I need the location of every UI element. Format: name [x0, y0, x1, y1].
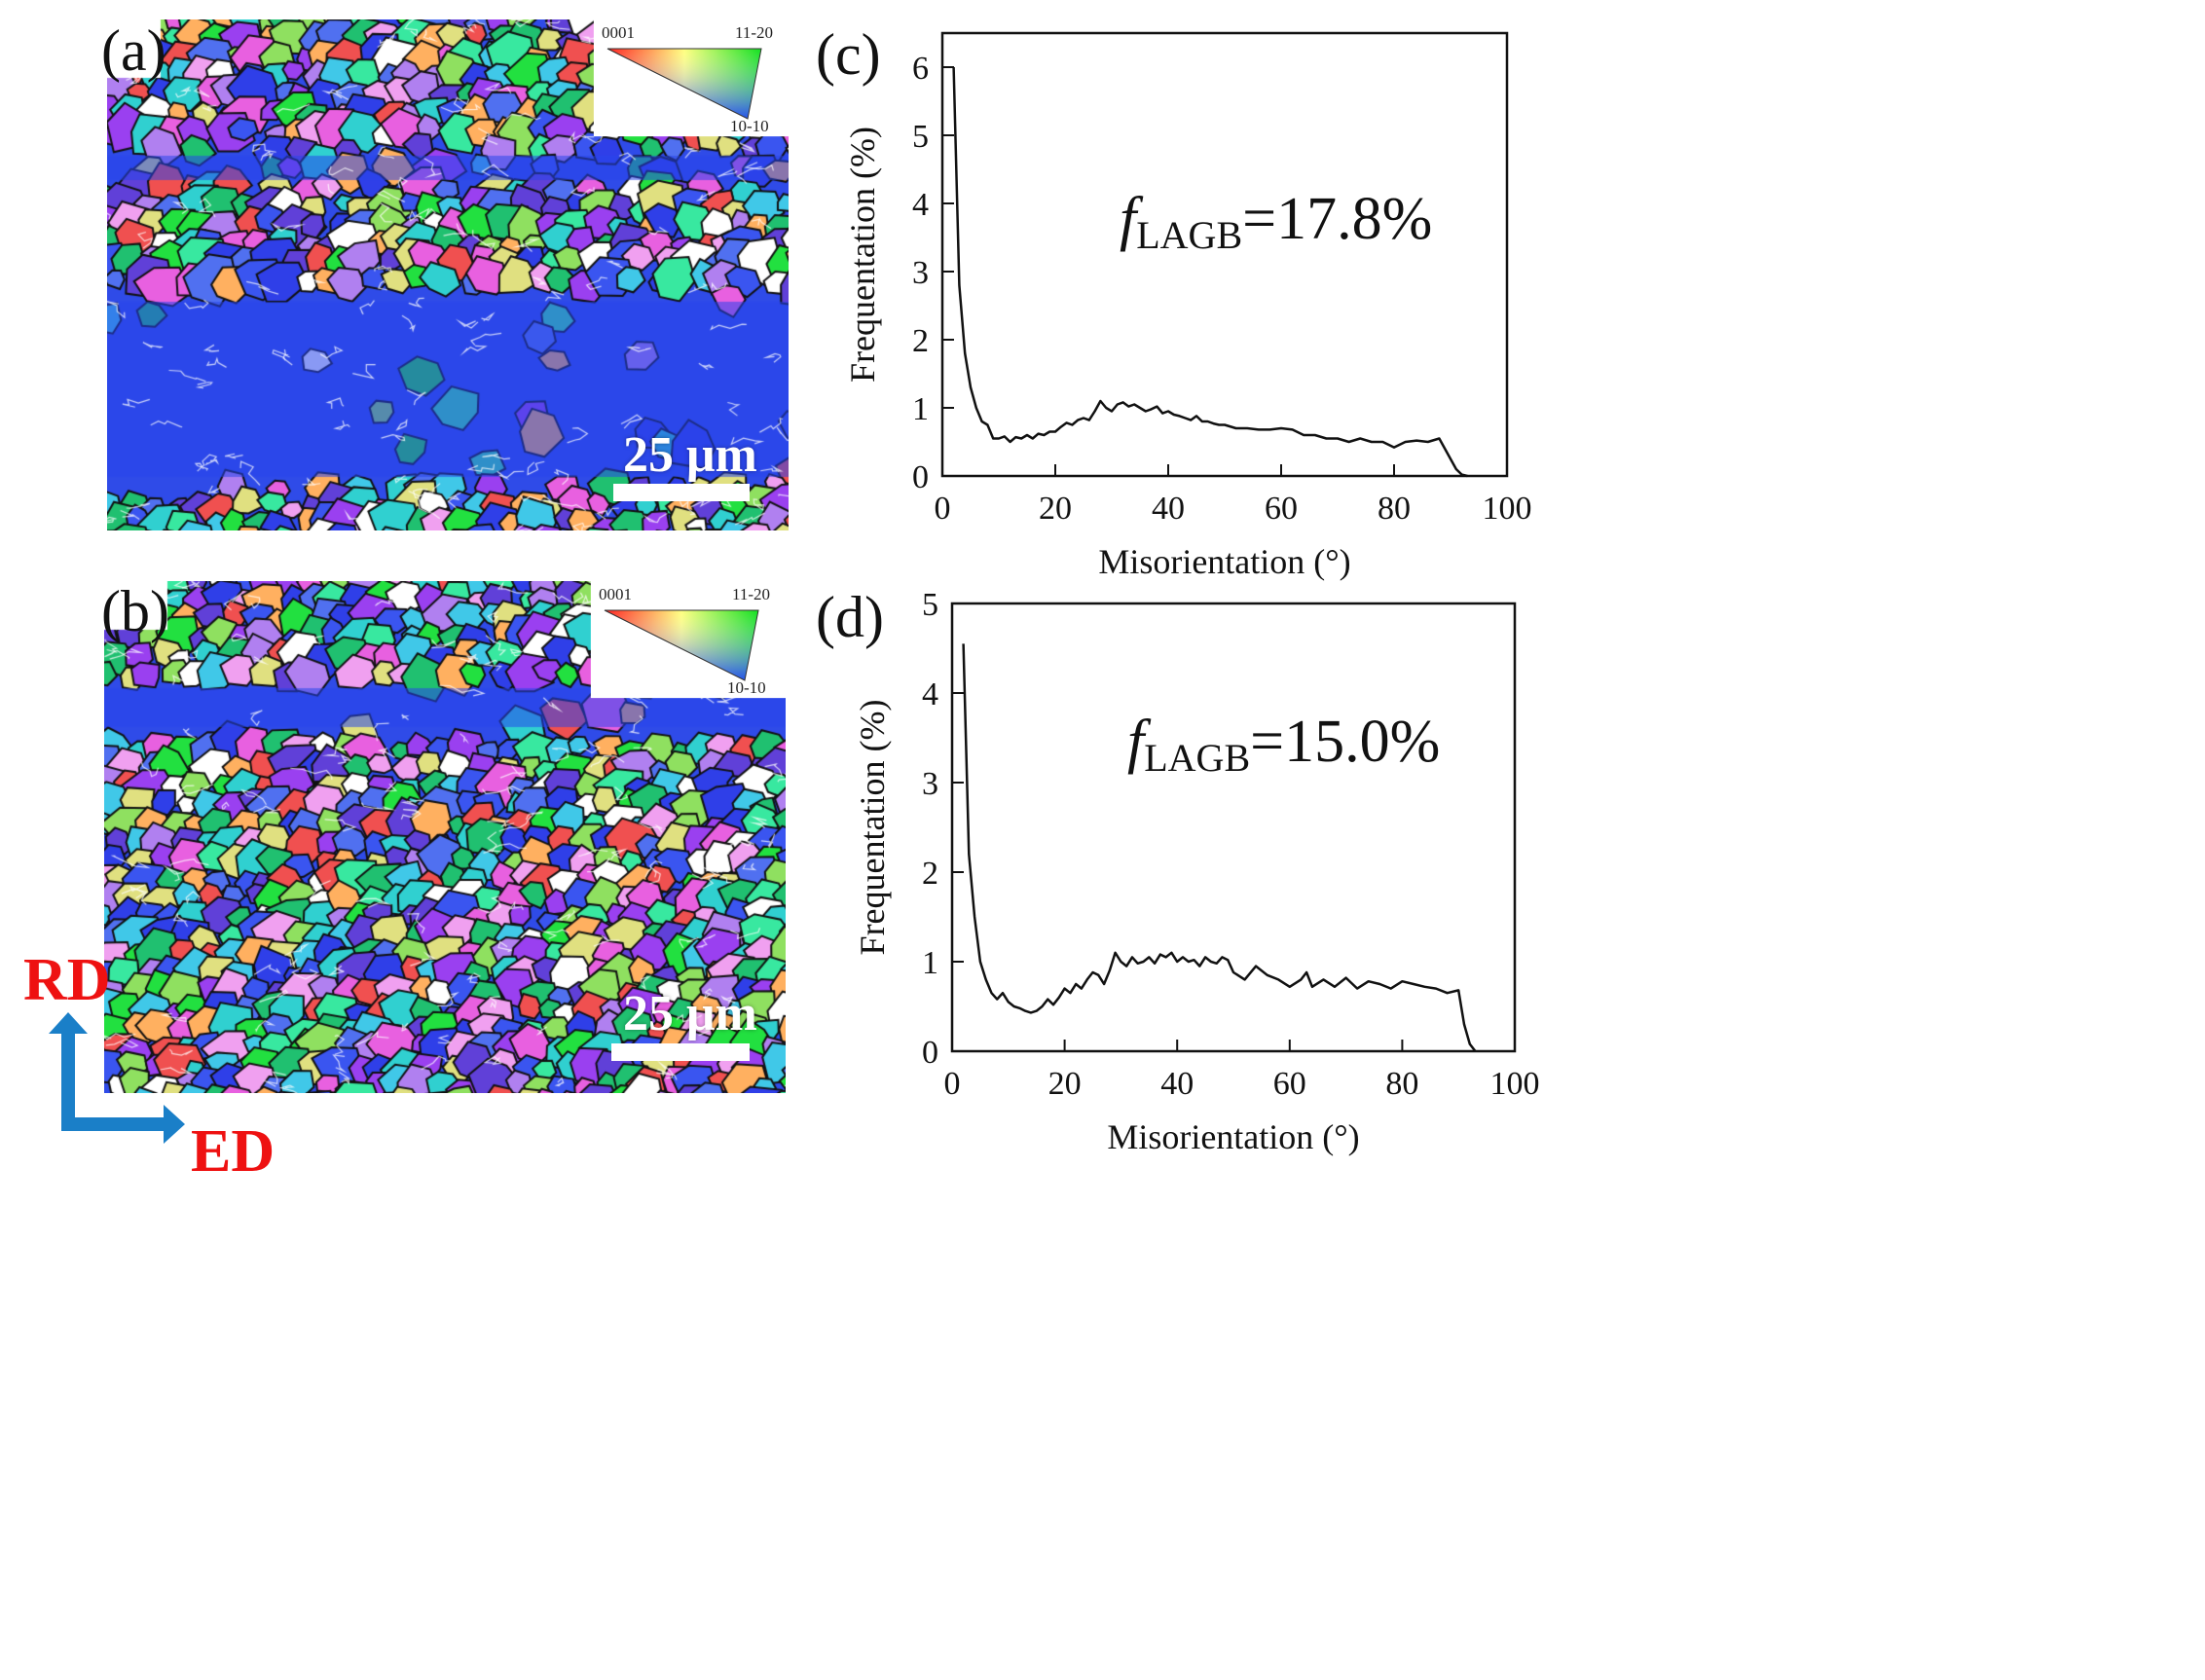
scalebar-a	[613, 484, 750, 501]
ipf-label-11-20: 11-20	[732, 585, 771, 603]
panel-label-b: (b)	[101, 579, 169, 643]
plot-frame	[950, 602, 1517, 1053]
y-tick-label: 0	[922, 1035, 938, 1071]
ipf-triangle-b	[604, 609, 759, 681]
x-tick-label: 40	[1160, 1066, 1194, 1102]
panel-label-a: (a)	[101, 18, 166, 83]
x-tick-label: 60	[1265, 491, 1298, 527]
y-tick-label: 5	[912, 119, 929, 155]
ipf-label-0001: 0001	[599, 585, 632, 603]
scalebar-label-b: 25 μm	[623, 986, 757, 1041]
y-tick-label: 4	[922, 676, 938, 712]
rd-arrow-icon	[49, 1012, 88, 1131]
x-axis-label: Misorientation (°)	[1098, 542, 1350, 581]
chart-c: 0 20 40 60 80 100 0 1 2 3 4 5 6 Misorientation (°) Fre…	[808, 19, 2190, 584]
y-axis-label: Frequentation (%)	[843, 127, 882, 383]
ipf-label-11-20: 11-20	[735, 23, 774, 42]
lagb-fraction-annotation: fLAGB=15.0%	[1127, 709, 1440, 780]
panel-label-d: (d)	[816, 585, 884, 649]
x-tick-label: 0	[944, 1066, 961, 1102]
direction-arrows	[49, 1012, 185, 1144]
x-tick-label: 80	[1385, 1066, 1418, 1102]
ipf-triangle-a	[606, 48, 762, 120]
panel-label-c: (c)	[816, 22, 881, 87]
x-tick-label: 100	[1490, 1066, 1540, 1102]
scalebar-label-a: 25 μm	[623, 427, 757, 483]
x-tick-label: 60	[1273, 1066, 1306, 1102]
plot-frame	[940, 31, 1509, 478]
y-tick-label: 6	[912, 51, 929, 87]
ipf-label-10-10: 10-10	[727, 678, 766, 697]
y-tick-label: 3	[922, 766, 938, 802]
x-tick-label: 0	[935, 491, 951, 527]
x-tick-label: 20	[1039, 491, 1072, 527]
ed-label: ED	[191, 1118, 276, 1185]
x-axis-label: Misorientation (°)	[1107, 1117, 1359, 1156]
ipf-color-key-a: 0001 11-20 10-10	[594, 19, 789, 136]
y-tick-label: 3	[912, 255, 929, 291]
y-tick-label: 2	[912, 323, 929, 359]
y-tick-label: 2	[922, 856, 938, 892]
chart-d: 0 20 40 60 80 100 0 1 2 3 4 5 Misorientation (°) Freq…	[808, 584, 2190, 1158]
ipf-label-10-10: 10-10	[730, 117, 769, 135]
ipf-color-key-b: 0001 11-20 10-10	[591, 581, 786, 698]
lagb-fraction-annotation: fLAGB=17.8%	[1120, 186, 1432, 257]
y-tick-label: 0	[912, 459, 929, 495]
series-line	[952, 66, 1468, 478]
rd-label: RD	[23, 947, 111, 1013]
y-tick-label: 1	[922, 945, 938, 981]
ed-arrow-icon	[61, 1105, 185, 1144]
y-axis-label: Frequentation (%)	[853, 700, 892, 956]
y-tick-label: 1	[912, 391, 929, 427]
y-tick-label: 5	[922, 587, 938, 623]
scalebar-b	[611, 1043, 750, 1061]
x-tick-label: 100	[1483, 491, 1532, 527]
x-tick-label: 40	[1152, 491, 1185, 527]
series-line	[962, 643, 1477, 1052]
x-tick-label: 20	[1048, 1066, 1082, 1102]
chart-c-svg: 0 20 40 60 80 100 0 1 2 3 4 5 6 Misorientation (°) Fre…	[843, 31, 1532, 581]
ipf-label-0001: 0001	[602, 23, 635, 42]
y-tick-label: 4	[912, 187, 929, 223]
x-tick-label: 80	[1378, 491, 1411, 527]
chart-d-svg: 0 20 40 60 80 100 0 1 2 3 4 5 Misorientation (°) Freq…	[853, 587, 1540, 1156]
